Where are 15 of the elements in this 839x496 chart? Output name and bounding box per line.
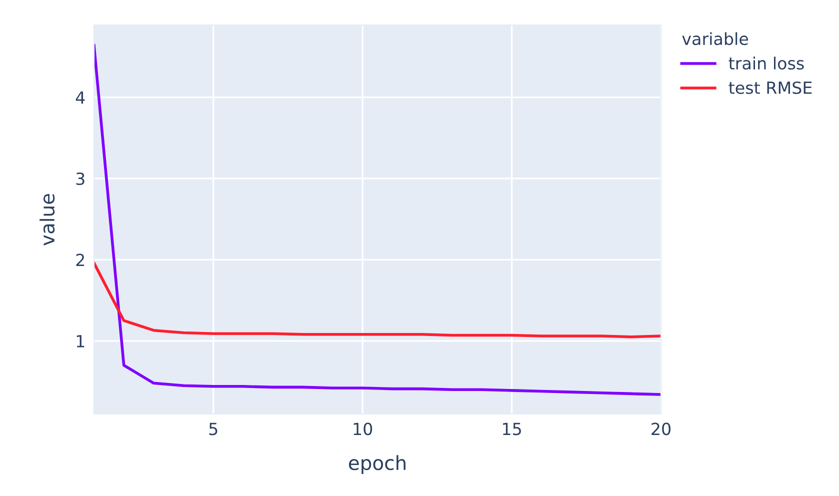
y-tick-label: 4 (76, 91, 85, 104)
y-tick-label: 2 (76, 254, 84, 266)
x-tick-label: 10 (354, 422, 372, 436)
legend-title: variable (682, 32, 748, 46)
x-tick-label: 5 (209, 422, 218, 436)
y-tick-label: 1 (76, 335, 84, 348)
x-axis-title: epoch (348, 455, 406, 474)
legend-label: test RMSE (728, 81, 812, 94)
legend-label: train loss (728, 56, 804, 70)
line-series (94, 262, 661, 338)
y-axis-title: value (40, 194, 55, 246)
x-tick-label: 20 (652, 422, 670, 436)
y-tick-label: 3 (76, 172, 84, 186)
x-tick-label: 15 (503, 422, 521, 436)
line-series (94, 44, 661, 396)
